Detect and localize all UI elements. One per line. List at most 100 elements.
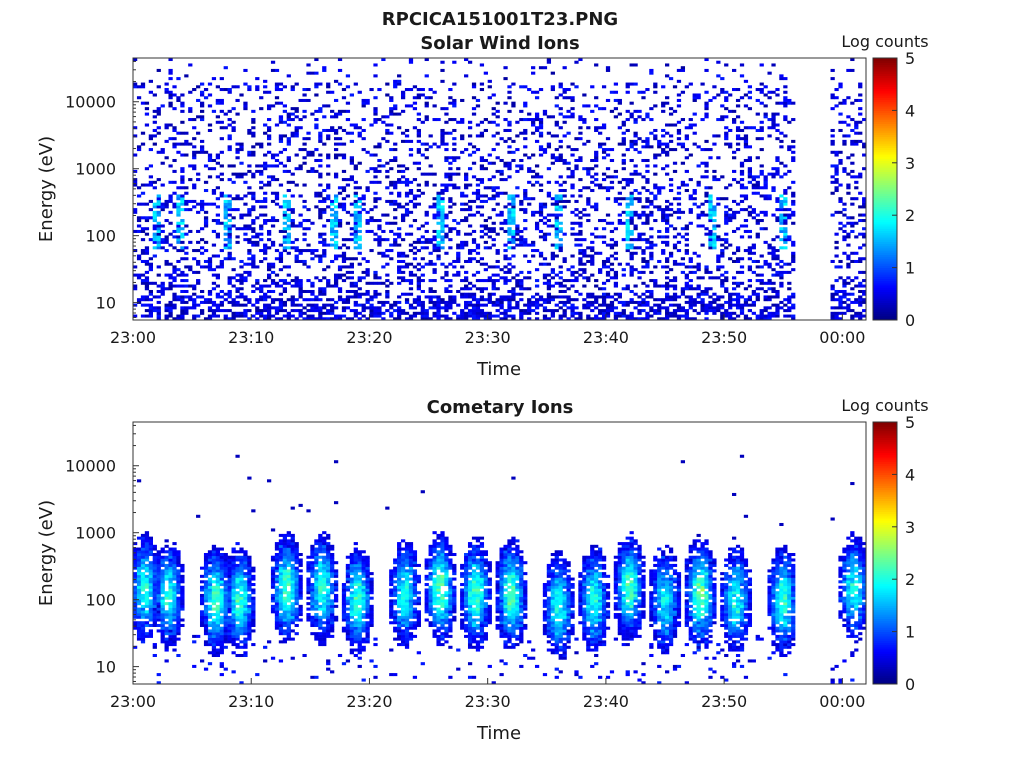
heatmap-cell	[586, 260, 590, 263]
heatmap-cell	[637, 309, 641, 312]
heatmap-cell	[436, 295, 440, 298]
heatmap-cell	[216, 276, 220, 279]
heatmap-cell	[838, 200, 842, 203]
heatmap-cell	[137, 224, 141, 227]
heatmap-cell	[728, 110, 732, 113]
heatmap-cell	[834, 246, 838, 249]
heatmap-cell	[503, 118, 507, 121]
heatmap-cell	[637, 192, 641, 195]
heatmap-cell	[673, 244, 677, 247]
heatmap-cell	[838, 290, 842, 293]
heatmap-cell	[342, 189, 346, 192]
heatmap-cell	[133, 230, 137, 233]
heatmap-cell	[535, 140, 539, 143]
heatmap-cell	[267, 129, 271, 132]
heatmap-cell	[480, 164, 484, 167]
heatmap-cell	[724, 276, 728, 279]
heatmap-cell	[779, 203, 783, 206]
heatmap-cell	[464, 194, 468, 197]
heatmap-cell	[228, 293, 232, 296]
heatmap-cell	[251, 230, 255, 233]
heatmap-cell	[318, 184, 322, 187]
heatmap-cell	[224, 298, 228, 301]
heatmap-cell	[405, 88, 409, 91]
heatmap-cell	[850, 118, 854, 121]
heatmap-cell	[775, 208, 779, 211]
heatmap-cell	[354, 194, 358, 197]
heatmap-cell	[712, 96, 716, 99]
heatmap-cell	[606, 293, 610, 296]
heatmap-cell	[783, 197, 787, 200]
colorbar-tick-label: 2	[905, 206, 915, 225]
heatmap-cell	[665, 265, 669, 268]
heatmap-cell	[145, 276, 149, 279]
heatmap-cell	[760, 137, 764, 140]
heatmap-cell	[842, 295, 846, 298]
heatmap-cell	[740, 137, 744, 140]
heatmap-cell	[637, 312, 641, 315]
heatmap-cell	[452, 137, 456, 140]
heatmap-cell	[523, 197, 527, 200]
heatmap-cell	[539, 118, 543, 121]
heatmap-cell	[243, 276, 247, 279]
heatmap-cell	[626, 285, 630, 288]
heatmap-cell	[630, 222, 634, 225]
heatmap-cell	[137, 553, 141, 556]
heatmap-cell	[693, 99, 697, 102]
heatmap-cell	[141, 594, 145, 597]
heatmap-cell	[850, 315, 854, 318]
heatmap-cell	[645, 304, 649, 307]
heatmap-cell	[295, 167, 299, 170]
heatmap-cell	[700, 203, 704, 206]
heatmap-cell	[602, 293, 606, 296]
heatmap-cell	[393, 104, 397, 107]
heatmap-cell	[476, 315, 480, 318]
heatmap-cell	[661, 219, 665, 222]
heatmap-cell	[330, 285, 334, 288]
heatmap-cell	[566, 279, 570, 282]
heatmap-cell	[492, 175, 496, 178]
heatmap-cell	[480, 257, 484, 260]
heatmap-cell	[649, 271, 653, 274]
heatmap-cell	[831, 192, 835, 195]
heatmap-cell	[551, 214, 555, 217]
heatmap-cell	[255, 241, 259, 244]
heatmap-cell	[858, 304, 862, 307]
heatmap-cell	[492, 162, 496, 165]
heatmap-cell	[330, 115, 334, 118]
heatmap-cell	[444, 279, 448, 282]
heatmap-cell	[452, 260, 456, 263]
heatmap-cell	[393, 181, 397, 184]
heatmap-cell	[645, 222, 649, 225]
heatmap-cell	[354, 238, 358, 241]
heatmap-cell	[306, 132, 310, 135]
heatmap-cell	[704, 290, 708, 293]
heatmap-cell	[507, 309, 511, 312]
heatmap-cell	[693, 197, 697, 200]
heatmap-cell	[358, 287, 362, 290]
heatmap-cell	[555, 214, 559, 217]
heatmap-cell	[732, 293, 736, 296]
heatmap-cell	[732, 230, 736, 233]
heatmap-cell	[669, 304, 673, 307]
heatmap-cell	[771, 126, 775, 129]
heatmap-cell	[527, 301, 531, 304]
heatmap-cell	[677, 186, 681, 189]
heatmap-cell	[775, 170, 779, 173]
heatmap-cell	[184, 203, 188, 206]
heatmap-cell	[519, 309, 523, 312]
heatmap-cell	[669, 203, 673, 206]
heatmap-cell	[771, 124, 775, 127]
heatmap-cell	[846, 265, 850, 268]
heatmap-cell	[669, 113, 673, 116]
heatmap-cell	[228, 255, 232, 258]
heatmap-cell	[590, 241, 594, 244]
heatmap-cell	[251, 255, 255, 258]
heatmap-cell	[235, 304, 239, 307]
heatmap-cell	[681, 309, 685, 312]
heatmap-cell	[334, 132, 338, 135]
heatmap-cell	[354, 230, 358, 233]
heatmap-cell	[448, 301, 452, 304]
heatmap-cell	[444, 252, 448, 255]
heatmap-cell	[330, 230, 334, 233]
